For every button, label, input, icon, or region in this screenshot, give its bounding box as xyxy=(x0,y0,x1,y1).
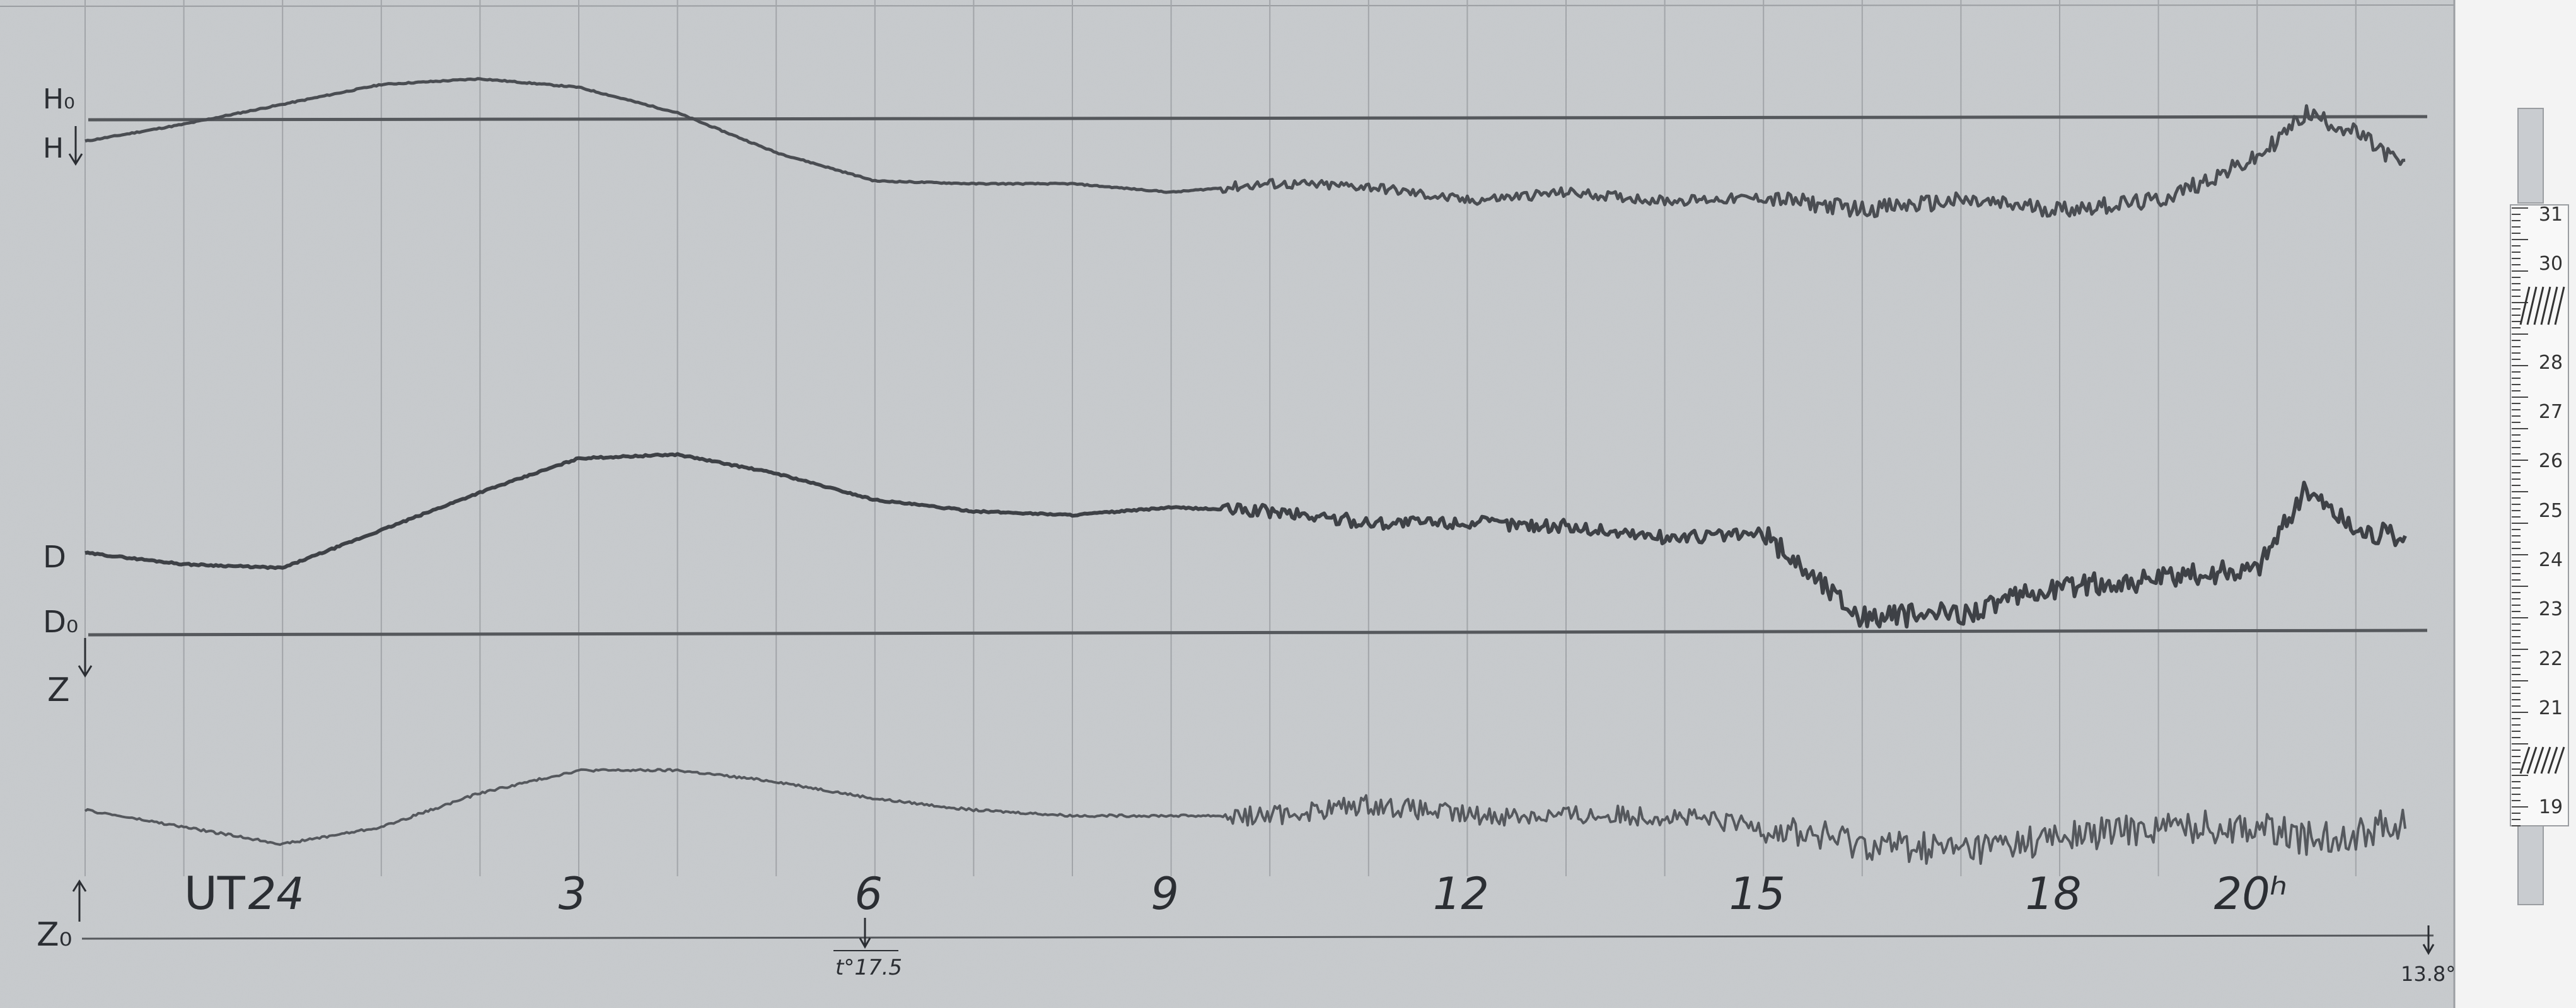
z-label: Z xyxy=(47,671,70,709)
scale-label: 19 xyxy=(2539,796,2563,818)
h-arrow-head xyxy=(68,153,83,166)
temp-end-arrow xyxy=(2422,944,2435,956)
tick-label: 3 xyxy=(559,868,587,920)
scale-bar-labels: 31 30 28 27 26 25 24 23 22 21 19 xyxy=(2519,204,2565,818)
scale-label: 27 xyxy=(2539,401,2563,423)
tick-label: 9 xyxy=(1151,868,1179,920)
temp-start-label: t°17.5 xyxy=(835,955,902,980)
h-baseline xyxy=(88,115,2428,122)
scale-bar-tab-bottom xyxy=(2517,825,2544,905)
scale-hatch xyxy=(2554,286,2565,325)
hour-grid xyxy=(0,0,2455,876)
scale-label: 23 xyxy=(2539,598,2563,620)
grid-line-top xyxy=(0,4,2455,7)
tick-label: 18 xyxy=(2025,868,2081,920)
tick-label: 6 xyxy=(855,868,883,920)
scale-bar-tab-top xyxy=(2517,108,2544,204)
scale-label: 31 xyxy=(2539,204,2563,226)
scale-hatch xyxy=(2526,746,2538,774)
scale-bar: 31 30 28 27 26 25 24 23 22 21 19 xyxy=(2510,108,2569,905)
scale-hatch xyxy=(2533,286,2544,325)
series-line-d xyxy=(84,452,2407,629)
temp-end-label: 13.8° xyxy=(2401,962,2456,986)
ut-label: UT xyxy=(184,867,246,920)
scale-hatch xyxy=(2540,286,2551,325)
tick-label: 12 xyxy=(1433,868,1489,920)
scale-hatch xyxy=(2547,746,2558,774)
h0-label: H₀ xyxy=(43,83,75,115)
d-baseline xyxy=(88,629,2428,637)
series-line-z xyxy=(84,768,2407,865)
time-tick-labels: 24 3 6 9 12 15 18 20ʰ xyxy=(248,868,2288,920)
tick-label: 24 xyxy=(248,868,305,920)
scale-label: 22 xyxy=(2539,648,2563,670)
h-label: H xyxy=(43,132,64,165)
scale-hatch xyxy=(2533,746,2544,774)
scale-label: 28 xyxy=(2539,352,2563,374)
series-line-h xyxy=(84,77,2406,219)
scale-label: 30 xyxy=(2539,253,2563,275)
d-label: D xyxy=(43,540,66,575)
tick-label: 20ʰ xyxy=(2214,868,2288,920)
z-arrow-head xyxy=(78,665,93,678)
scale-hatch xyxy=(2547,286,2558,325)
z0-label: Z₀ xyxy=(37,916,72,954)
scale-label: 21 xyxy=(2539,697,2563,719)
temp-start-arrow xyxy=(859,937,871,949)
scale-hatch xyxy=(2526,286,2538,325)
d0-label: D₀ xyxy=(43,605,78,640)
scale-hatch xyxy=(2519,286,2531,325)
scale-hatch xyxy=(2519,746,2531,774)
z-baseline xyxy=(81,934,2434,940)
z0-arrow-head xyxy=(72,879,87,892)
scale-bar-ticks xyxy=(2512,207,2528,826)
tick-label: 15 xyxy=(1729,868,1785,920)
scale-label: 26 xyxy=(2539,450,2563,472)
scale-hatch xyxy=(2554,746,2565,774)
scale-label: 24 xyxy=(2539,549,2563,571)
scale-hatch xyxy=(2540,746,2551,774)
scale-label: 25 xyxy=(2539,500,2563,522)
